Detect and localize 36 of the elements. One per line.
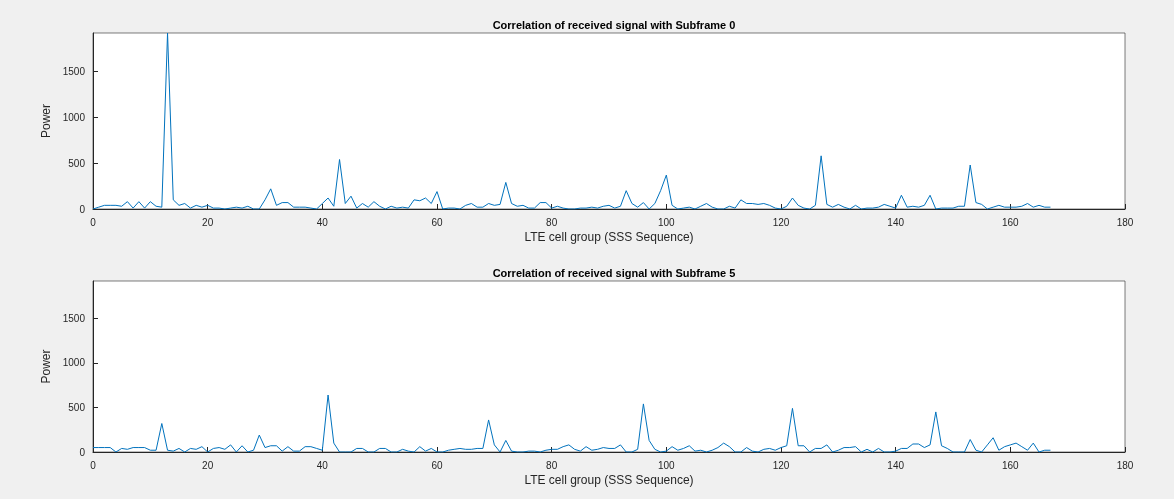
x-tick-label: 60 xyxy=(431,216,443,228)
x-tick-label: 0 xyxy=(90,459,97,471)
chart-title: Correlation of received signal with Subframe 5 xyxy=(492,266,736,279)
x-tick-label: 180 xyxy=(1116,216,1134,228)
x-axis-title: LTE cell group (SSS Sequence) xyxy=(524,473,694,487)
y-tick-label: 1000 xyxy=(62,111,86,123)
y-tick-label: 500 xyxy=(68,157,86,169)
y-axis-title: Power xyxy=(38,103,53,139)
x-tick-label: 20 xyxy=(202,459,214,471)
x-tick-label: 160 xyxy=(1001,216,1020,228)
line-series xyxy=(92,394,1051,453)
x-tick-label: 60 xyxy=(431,459,443,471)
x-tick-label: 40 xyxy=(316,216,329,228)
x-tick-label: 120 xyxy=(772,216,790,228)
y-tick-label: 1500 xyxy=(62,312,86,324)
y-tick-label: 0 xyxy=(79,446,86,458)
x-tick-label: 100 xyxy=(657,459,676,471)
x-tick-label: 100 xyxy=(657,216,676,228)
x-tick-label: 80 xyxy=(546,216,558,228)
x-axis-title: LTE cell group (SSS Sequence) xyxy=(524,230,694,244)
x-tick-label: 140 xyxy=(887,459,905,471)
y-tick-label: 1500 xyxy=(62,66,86,77)
x-tick-label: 180 xyxy=(1116,459,1134,471)
y-axis-title: Power xyxy=(38,349,53,384)
x-tick-label: 120 xyxy=(772,459,790,471)
x-tick-label: 80 xyxy=(546,459,558,471)
x-tick-label: 20 xyxy=(202,216,214,228)
line-series xyxy=(92,32,1051,210)
chart-title: Correlation of received signal with Subframe 0 xyxy=(492,18,736,31)
x-tick-label: 160 xyxy=(1001,459,1020,471)
y-tick-label: 500 xyxy=(68,401,86,413)
x-tick-label: 0 xyxy=(90,216,97,228)
x-tick-label: 40 xyxy=(316,459,329,471)
y-tick-label: 0 xyxy=(79,203,86,215)
x-tick-label: 140 xyxy=(887,216,905,228)
y-tick-label: 1000 xyxy=(62,357,86,369)
